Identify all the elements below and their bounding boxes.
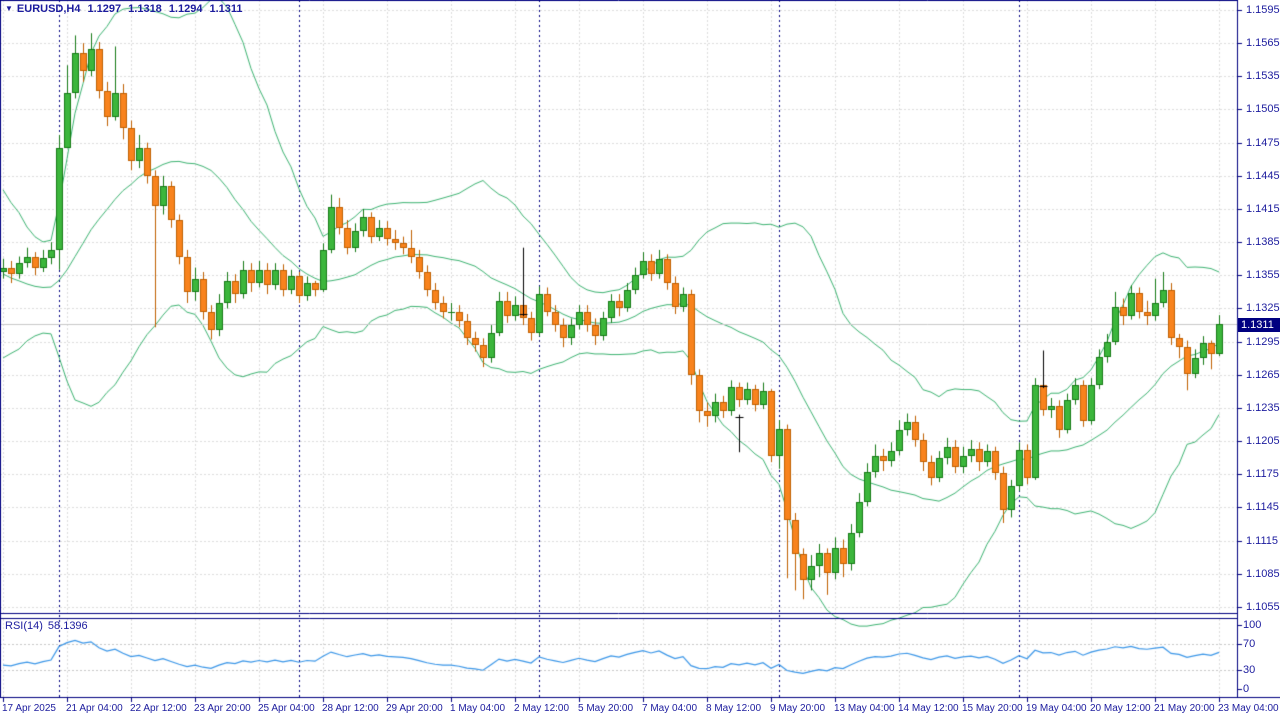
ohlc-low: 1.1294 [168, 3, 203, 15]
ohlc-high: 1.1318 [128, 3, 162, 15]
time-axis-label: 7 May 04:00 [642, 703, 698, 714]
price-axis-label: 1.1205 [1246, 435, 1280, 447]
price-axis-label: 1.1115 [1246, 535, 1279, 547]
time-axis-label: 22 Apr 12:00 [130, 703, 187, 714]
price-axis-label: 1.1385 [1246, 236, 1280, 248]
rsi-name: RSI(14) [5, 620, 43, 632]
price-axis-label: 1.1535 [1246, 70, 1280, 82]
time-axis-label: 21 May 20:00 [1154, 703, 1215, 714]
time-axis-label: 20 May 12:00 [1090, 703, 1151, 714]
symbol-info: ▼ EURUSD,H4 1.1297 1.1318 1.1294 1.1311 [5, 3, 250, 15]
price-axis-label: 1.1085 [1246, 568, 1280, 580]
rsi-scale-label: 0 [1243, 683, 1250, 695]
rsi-scale-label: 30 [1243, 664, 1256, 676]
time-axis-label: 8 May 12:00 [706, 703, 762, 714]
time-axis-label: 23 May 04:00 [1218, 703, 1279, 714]
price-axis-label: 1.1415 [1246, 203, 1280, 215]
price-axis-label: 1.1355 [1246, 269, 1280, 281]
price-axis-label: 1.1445 [1246, 170, 1280, 182]
current-price-tag: 1.1311 [1238, 317, 1280, 332]
time-axis-label: 9 May 20:00 [770, 703, 826, 714]
symbol-dropdown-icon[interactable]: ▼ [5, 4, 13, 13]
price-axis-label: 1.1325 [1246, 302, 1280, 314]
time-axis-label: 17 Apr 2025 [2, 703, 56, 714]
time-axis-label: 23 Apr 20:00 [194, 703, 251, 714]
price-axis-label: 1.1265 [1246, 369, 1280, 381]
ohlc-close: 1.1311 [209, 3, 243, 15]
price-axis-label: 1.1595 [1246, 4, 1280, 16]
rsi-indicator-label: RSI(14) 58.1396 [5, 620, 93, 632]
time-axis-label: 21 Apr 04:00 [66, 703, 123, 714]
price-axis-label: 1.1145 [1246, 501, 1279, 513]
price-axis-label: 1.1475 [1246, 137, 1280, 149]
price-axis-label: 1.1505 [1246, 103, 1280, 115]
time-axis-label: 28 Apr 12:00 [322, 703, 379, 714]
time-axis-label: 13 May 04:00 [834, 703, 895, 714]
symbol-name: EURUSD,H4 [16, 3, 81, 15]
rsi-scale-label: 70 [1243, 638, 1256, 650]
price-axis-label: 1.1295 [1246, 336, 1280, 348]
time-axis-label: 25 Apr 04:00 [258, 703, 315, 714]
price-axis-label: 1.1235 [1246, 402, 1280, 414]
rsi-value: 58.1396 [47, 620, 88, 632]
time-axis-label: 1 May 04:00 [450, 703, 506, 714]
price-axis-label: 1.1055 [1246, 601, 1280, 613]
time-axis-label: 29 Apr 20:00 [386, 703, 443, 714]
time-axis-label: 15 May 20:00 [962, 703, 1023, 714]
time-axis-label: 19 May 04:00 [1026, 703, 1087, 714]
ohlc-open: 1.1297 [87, 3, 122, 15]
price-axis-label: 1.1565 [1246, 37, 1280, 49]
rsi-scale-label: 100 [1243, 619, 1262, 631]
price-axis-label: 1.1175 [1246, 468, 1279, 480]
time-axis-label: 14 May 12:00 [898, 703, 959, 714]
time-axis-label: 2 May 12:00 [514, 703, 570, 714]
time-axis-label: 5 May 20:00 [578, 703, 634, 714]
